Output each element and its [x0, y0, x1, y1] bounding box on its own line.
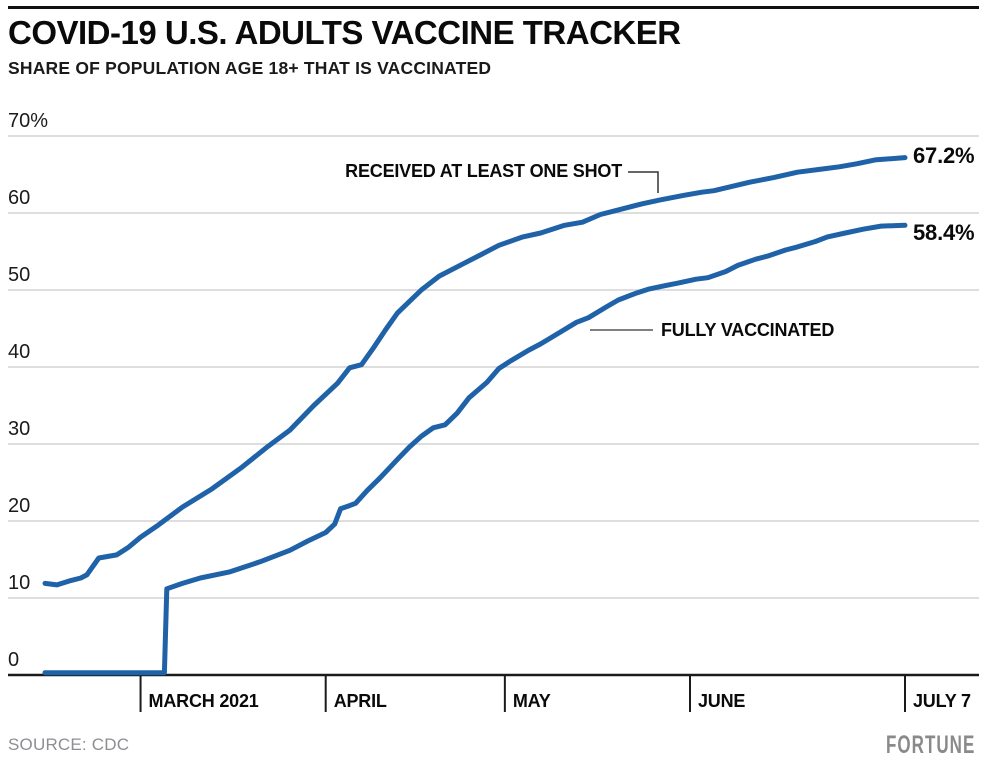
x-tick-label-april: APRIL	[333, 691, 387, 711]
series-line-one-shot	[42, 155, 908, 588]
series-label-one-shot: RECEIVED AT LEAST ONE SHOT	[345, 161, 622, 181]
y-tick-label-0: 0	[8, 649, 20, 671]
end-value-fully-vaccinated: 58.4%	[913, 220, 975, 245]
y-tick-label-60: 60	[8, 187, 31, 209]
end-value-one-shot: 67.2%	[913, 143, 975, 168]
connector-one-shot	[628, 171, 659, 193]
x-tick-label-march-2021: MARCH 2021	[148, 691, 259, 711]
x-tick-label-july-7: JULY 7	[913, 691, 971, 711]
series-line-fully-vaccinated	[42, 222, 908, 676]
source-credit: SOURCE: CDC	[8, 735, 130, 754]
y-tick-label-40: 40	[8, 341, 31, 363]
x-tick-label-may: MAY	[512, 691, 551, 711]
page-subtitle: SHARE OF POPULATION AGE 18+ THAT IS VACC…	[8, 58, 492, 78]
x-tick-label-june: JUNE	[698, 691, 746, 711]
y-tick-label-70: 70%	[8, 110, 49, 132]
top-rule	[8, 6, 979, 9]
y-tick-label-10: 10	[8, 572, 31, 594]
series-label-fully-vaccinated: FULLY VACCINATED	[661, 320, 835, 340]
y-tick-label-30: 30	[8, 418, 31, 440]
y-tick-label-50: 50	[8, 264, 31, 286]
page-title: COVID-19 U.S. ADULTS VACCINE TRACKER	[8, 14, 681, 51]
y-tick-label-20: 20	[8, 495, 31, 517]
fortune-logo: FORTUNE	[885, 731, 975, 759]
